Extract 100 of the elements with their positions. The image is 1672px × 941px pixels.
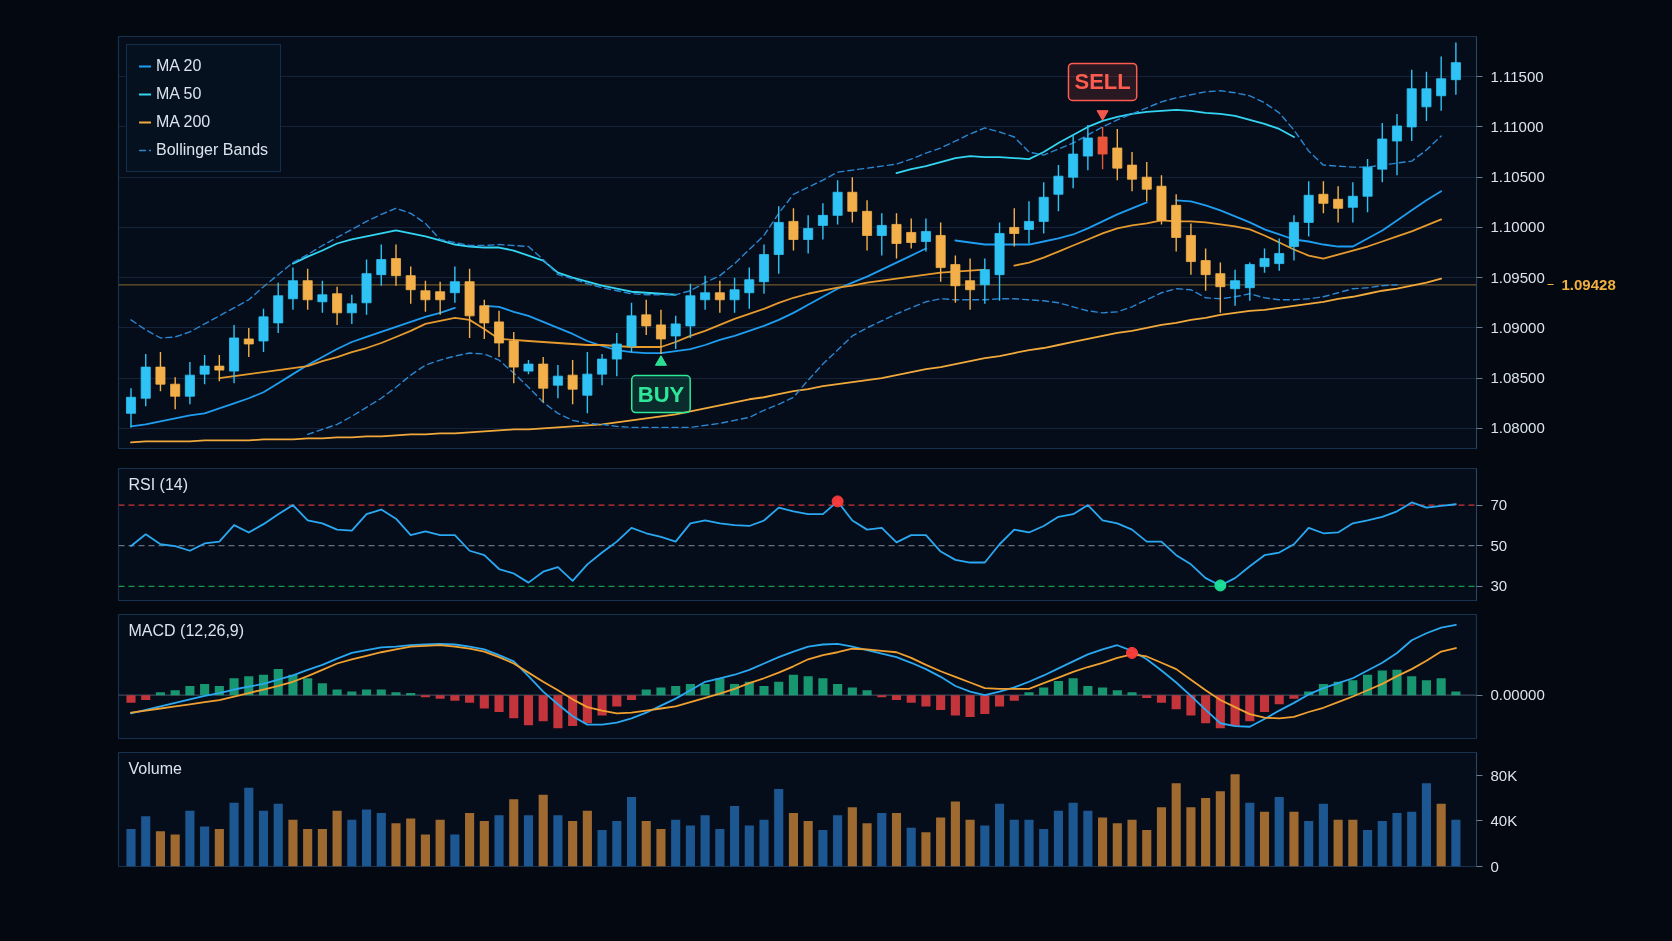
bar (980, 695, 990, 715)
candlestick (302, 267, 313, 311)
bar (1009, 695, 1019, 701)
y-tick-label: 1.08000 (1490, 419, 1545, 437)
y-tick-label: 1.10500 (1490, 168, 1545, 186)
bar (553, 815, 563, 867)
candlestick (788, 207, 799, 252)
bar (1171, 695, 1181, 710)
bar (347, 819, 357, 867)
bar (1304, 820, 1314, 867)
bar (303, 828, 313, 867)
bar (1318, 803, 1328, 867)
candlestick (1244, 261, 1255, 302)
candlestick (126, 387, 136, 429)
chart-title: RSI (14) (128, 475, 189, 493)
candlestick (832, 179, 843, 226)
bar (200, 826, 210, 867)
bar (141, 695, 151, 701)
bar (1039, 828, 1049, 867)
candlestick (714, 279, 725, 314)
bar (1451, 819, 1461, 867)
bar (126, 828, 136, 867)
bar (1083, 685, 1093, 696)
candlestick (1230, 268, 1241, 307)
bar (1053, 681, 1063, 696)
bar (862, 823, 872, 867)
bar (1068, 678, 1078, 696)
candlestick (950, 254, 961, 304)
legend-label: Bollinger Bands (156, 141, 269, 159)
bar (391, 823, 401, 867)
candlestick (876, 212, 887, 257)
bar (626, 695, 637, 701)
line-series (306, 284, 1398, 436)
bar (1186, 807, 1196, 867)
bar (891, 695, 902, 701)
bar (435, 695, 445, 699)
bar (258, 810, 269, 867)
candlestick (1436, 55, 1447, 112)
bar (1142, 695, 1152, 698)
bar (1407, 811, 1417, 867)
ref-line-label: 0.00000 (1490, 686, 1545, 704)
bar (965, 819, 975, 867)
bar (155, 692, 166, 696)
bar (1377, 820, 1387, 867)
bar (479, 820, 489, 867)
bar (126, 695, 136, 703)
bar (1363, 830, 1373, 867)
bar (200, 683, 210, 696)
bar (155, 831, 166, 867)
bar (1421, 680, 1432, 696)
bar (1112, 690, 1122, 696)
bar (214, 828, 224, 867)
candlestick (1053, 164, 1064, 213)
bar (1333, 819, 1343, 867)
bar (141, 816, 151, 867)
bar (317, 683, 327, 696)
bar (509, 695, 519, 719)
bar (612, 695, 622, 707)
candlestick (391, 243, 401, 287)
series-label: BUY (637, 381, 685, 407)
bar (641, 820, 651, 867)
bar (656, 687, 666, 696)
legend-label: MA 20 (156, 57, 202, 75)
bar (994, 695, 1005, 707)
y-tick-label: 0 (1490, 858, 1499, 875)
candlestick (405, 265, 416, 305)
candlestick (214, 354, 225, 382)
candlestick (332, 286, 343, 326)
legend-label: MA 50 (156, 85, 202, 103)
candlestick (1127, 151, 1137, 192)
chart-title: Volume (128, 759, 182, 777)
bar (538, 695, 548, 722)
bar (1245, 695, 1255, 722)
ref-line-label: 1.09428 (1561, 275, 1616, 293)
bar (1436, 678, 1446, 696)
bar (420, 695, 430, 698)
bar (774, 681, 784, 696)
bar (435, 819, 445, 867)
bar (465, 695, 475, 703)
bar (1289, 695, 1299, 699)
bar (1407, 676, 1417, 696)
line-series (130, 277, 1443, 444)
candlestick (611, 332, 622, 377)
bar (1436, 803, 1446, 867)
bar (788, 812, 799, 867)
candlestick (420, 279, 431, 313)
candlestick (435, 280, 446, 316)
y-tick-label: 1.08500 (1490, 369, 1545, 387)
bar (818, 830, 828, 867)
y-tick-label: 30 (1490, 577, 1508, 595)
bar (965, 695, 975, 717)
bar (950, 801, 960, 867)
bar (568, 820, 578, 867)
bar (317, 828, 327, 867)
candlestick (1200, 247, 1211, 292)
candlestick (155, 351, 166, 392)
bar (1201, 798, 1211, 867)
bar (450, 695, 460, 701)
bar (1274, 695, 1284, 705)
candlestick (1141, 161, 1152, 202)
